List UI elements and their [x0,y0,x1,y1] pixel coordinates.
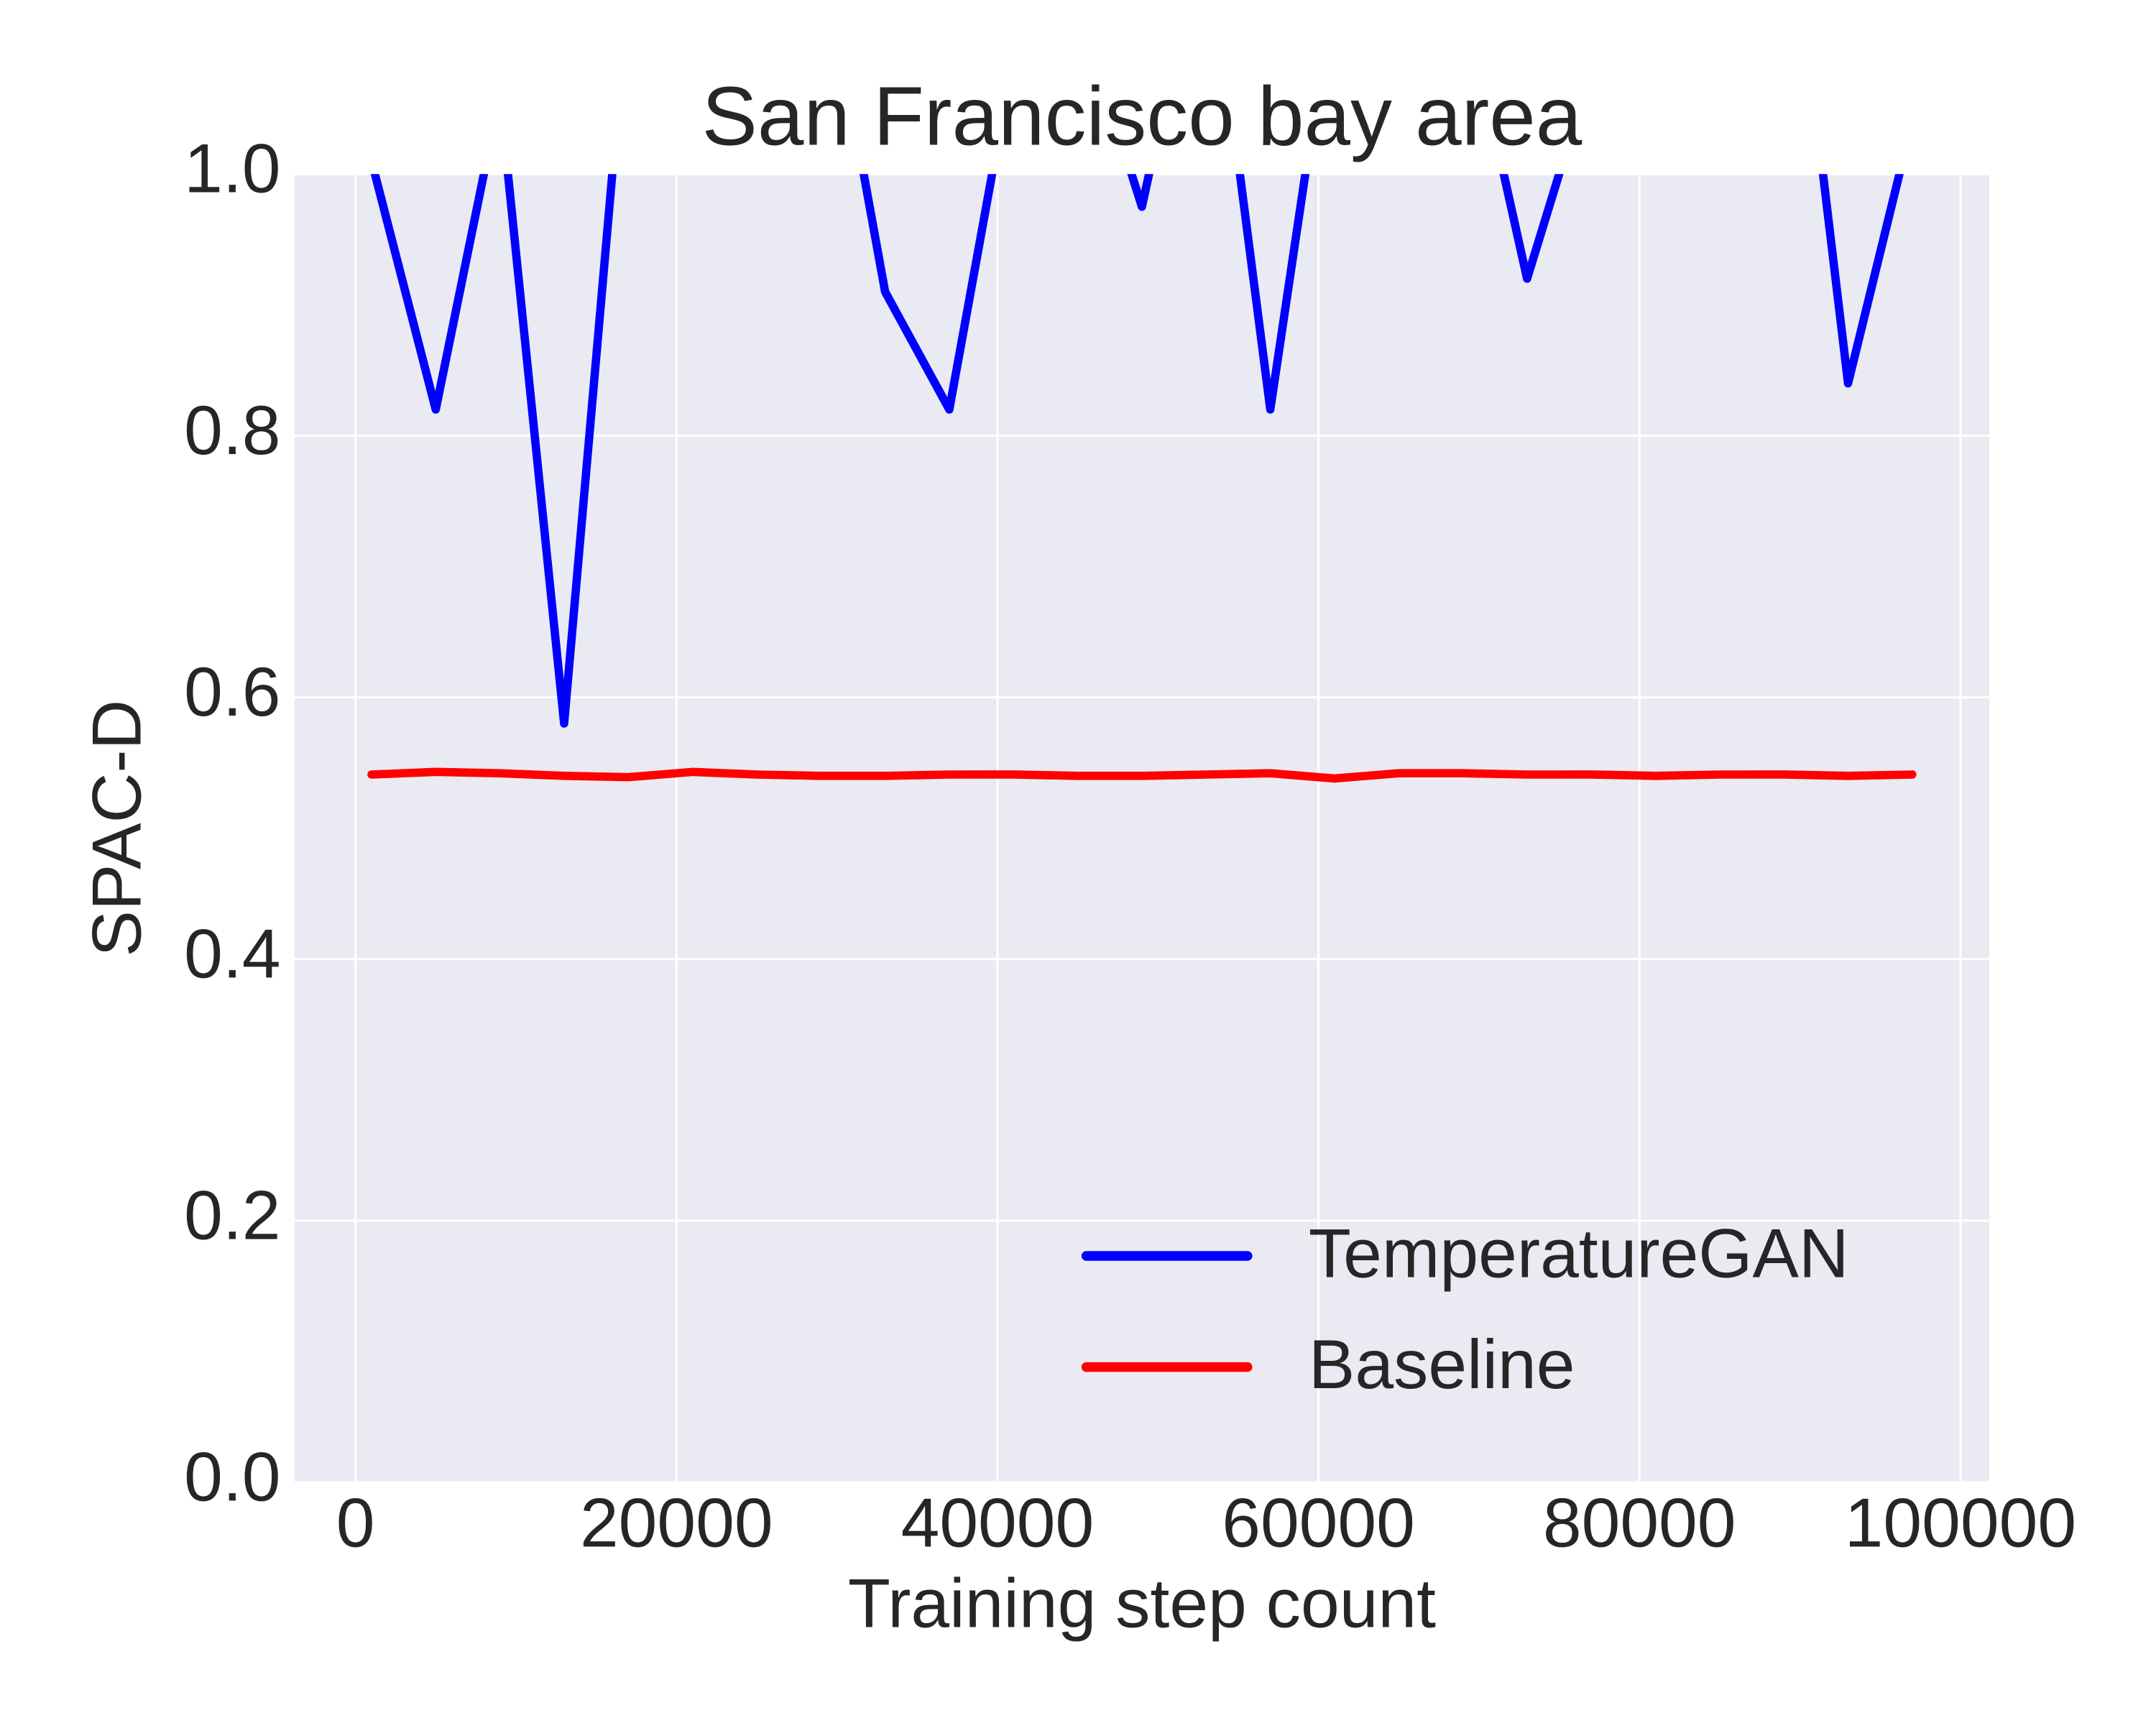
x-tick-label: 100000 [1845,1484,2076,1561]
y-axis-label: SPAC-D [79,700,156,957]
y-tick-label: 0.6 [184,654,280,731]
y-tick-label: 0.2 [184,1177,280,1254]
x-tick-label: 80000 [1543,1484,1736,1561]
x-tick-label: 20000 [580,1484,773,1561]
y-tick-label: 0.4 [184,915,280,992]
lines [367,174,1917,783]
y-tick-label: 0.0 [184,1439,280,1516]
legend-label: TemperatureGAN [1309,1215,1849,1292]
series-line [370,174,1904,728]
y-tick-label: 1.0 [184,131,280,208]
series-line [367,767,1917,783]
x-tick-label: 40000 [901,1484,1095,1561]
labels: 0.0 0.2 0.4 0.6 0.8 1.0 0 20000 40000 60000 80000 1… [184,131,2076,1562]
legend-label: Baseline [1309,1326,1575,1403]
grid [294,172,1990,1484]
x-tick-label: 60000 [1222,1484,1415,1561]
plot-area [294,174,1990,1483]
y-tick-label: 0.8 [184,392,280,469]
x-axis-label: Training step count [848,1566,1436,1642]
x-tick-label: 0 [336,1484,375,1561]
chart-title: San Francisco bay area [702,69,1583,162]
